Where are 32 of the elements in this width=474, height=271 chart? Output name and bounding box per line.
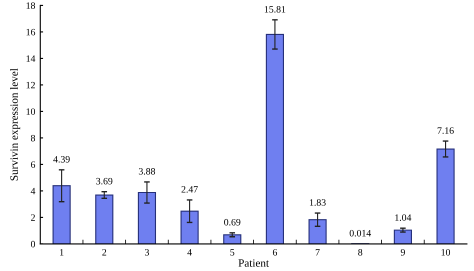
x-tick-label: 6 [272,249,278,256]
y-tick-label: 18 [26,2,36,9]
data-label: 1.04 [395,214,412,221]
x-tick-label: 1 [60,249,64,256]
data-label: 1.83 [310,199,326,206]
y-tick-label: 2 [30,214,35,221]
x-tick-label: 2 [102,249,106,256]
y-tick-label: 16 [26,28,36,36]
data-label: 0.69 [224,218,240,226]
data-label: 0.014 [350,230,372,236]
data-label: 3.88 [138,168,156,175]
y-tick-label: 14 [26,55,36,62]
data-label: 3.69 [96,178,112,184]
y-tick-label: 8 [30,134,36,142]
x-axis-title: Patient [238,259,269,267]
data-label: 15.81 [264,6,286,13]
y-tick-label: 12 [26,82,35,88]
y-tick-label: 6 [30,161,36,168]
x-tick-label: 4 [187,249,192,256]
y-tick-label: 0 [30,240,36,248]
x-tick-label: 9 [400,249,405,256]
x-tick-label: 5 [230,249,234,256]
data-label: 7.16 [438,127,454,134]
y-tick-label: 10 [26,108,36,115]
data-label: 2.47 [182,186,198,193]
y-tick-label: 4 [30,188,36,194]
x-tick-label: 8 [358,249,362,256]
y-axis-title: Survivin expression level [10,68,20,180]
data-label: 4.39 [53,156,70,163]
x-tick-label: 3 [144,249,149,256]
x-tick-label: 7 [316,249,320,256]
x-tick-label: 10 [442,249,450,256]
